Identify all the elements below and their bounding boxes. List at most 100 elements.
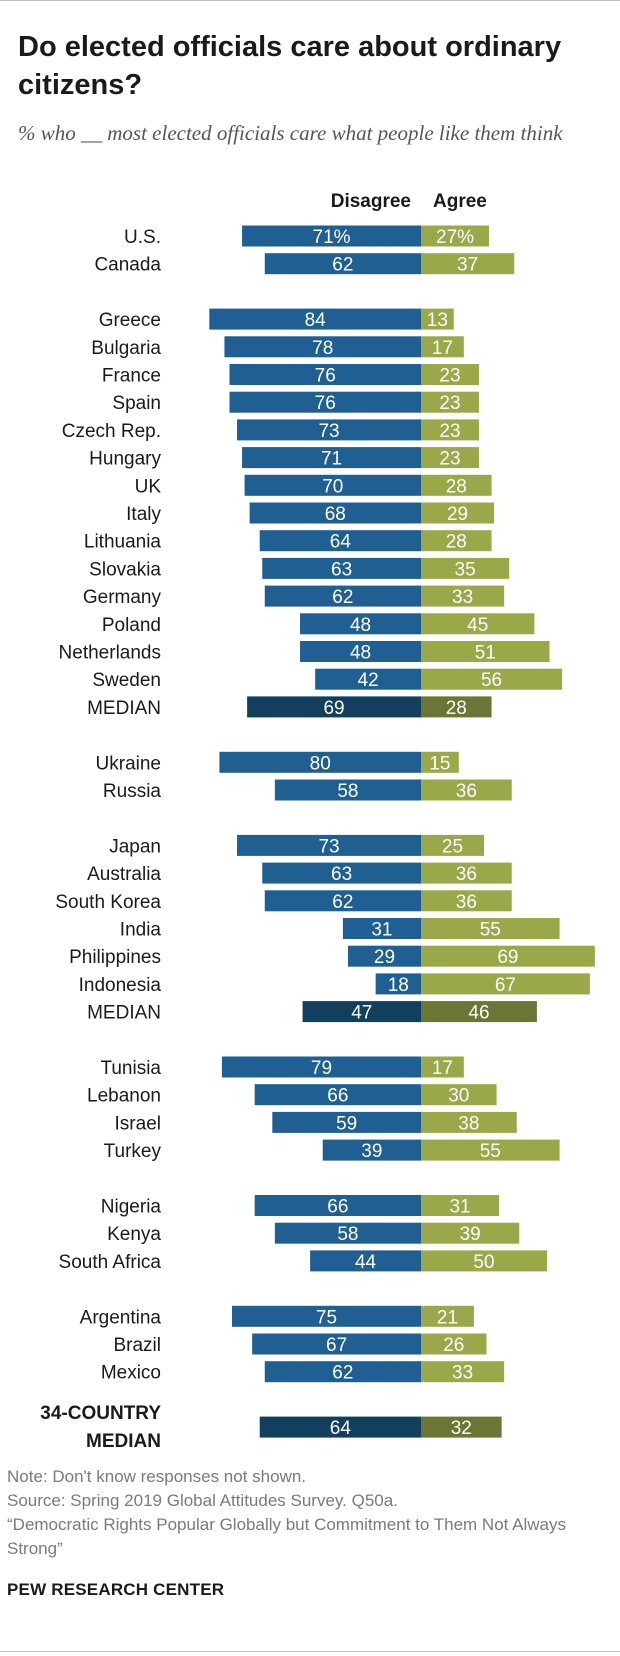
country-label-netherlands: Netherlands bbox=[59, 643, 161, 664]
bar-agree-tunisia bbox=[421, 1056, 464, 1078]
value-disagree-netherlands: 48 bbox=[350, 643, 371, 664]
bar-agree-hungary bbox=[421, 447, 479, 469]
value-agree-tunisia: 17 bbox=[432, 1058, 453, 1079]
value-agree-indonesia: 67 bbox=[495, 975, 516, 996]
country-label-median: MEDIAN bbox=[87, 1003, 161, 1024]
bar-agree-russia bbox=[421, 779, 512, 801]
value-agree-bulgaria: 17 bbox=[432, 338, 453, 359]
value-disagree-japan: 73 bbox=[318, 836, 339, 857]
country-label-tunisia: Tunisia bbox=[100, 1058, 161, 1079]
bar-agree-kenya bbox=[421, 1222, 520, 1244]
value-disagree-lithuania: 64 bbox=[330, 532, 352, 553]
bar-disagree-kenya bbox=[274, 1222, 421, 1244]
bar-agree-u-s bbox=[421, 225, 490, 247]
bar-agree-israel bbox=[421, 1111, 517, 1133]
bar-disagree-australia bbox=[262, 862, 421, 884]
bar-disagree-median bbox=[302, 1001, 421, 1023]
organization-name: PEW RESEARCH CENTER bbox=[7, 1580, 225, 1599]
bottom-rule bbox=[0, 1651, 620, 1652]
value-disagree-turkey: 39 bbox=[361, 1141, 382, 1162]
value-agree-argentina: 21 bbox=[437, 1307, 458, 1328]
country-label-median: MEDIAN bbox=[87, 698, 161, 719]
bar-disagree-ukraine bbox=[219, 751, 421, 773]
value-agree-uk: 28 bbox=[446, 476, 467, 497]
value-disagree-u-s: 71% bbox=[313, 227, 351, 248]
country-label-argentina: Argentina bbox=[80, 1307, 162, 1328]
value-disagree-south-korea: 62 bbox=[332, 892, 353, 913]
value-agree-brazil: 26 bbox=[443, 1335, 464, 1356]
bar-disagree-34-country-median bbox=[259, 1416, 421, 1438]
bar-disagree-czech-rep bbox=[237, 419, 421, 441]
bar-disagree-indonesia bbox=[375, 973, 421, 995]
value-agree-slovakia: 35 bbox=[455, 559, 476, 580]
bar-disagree-india bbox=[342, 918, 421, 939]
country-label-turkey: Turkey bbox=[104, 1141, 162, 1162]
value-agree-czech-rep: 23 bbox=[439, 421, 460, 442]
value-agree-south-korea: 36 bbox=[456, 892, 477, 913]
value-agree-netherlands: 51 bbox=[475, 643, 496, 664]
bar-agree-34-country-median bbox=[421, 1416, 502, 1438]
bar-disagree-south-korea bbox=[264, 890, 421, 912]
bar-agree-australia bbox=[421, 862, 512, 884]
bar-disagree-netherlands bbox=[300, 641, 421, 662]
value-agree-turkey: 55 bbox=[480, 1141, 501, 1162]
legend-agree: Agree bbox=[433, 191, 487, 212]
value-agree-u-s: 27% bbox=[436, 227, 474, 248]
country-label-hungary: Hungary bbox=[89, 449, 161, 470]
country-label-kenya: Kenya bbox=[107, 1224, 161, 1245]
value-disagree-philippines: 29 bbox=[374, 947, 395, 968]
bar-disagree-germany bbox=[264, 585, 421, 607]
value-disagree-poland: 48 bbox=[350, 615, 371, 636]
value-agree-greece: 13 bbox=[427, 310, 448, 331]
footer: Note: Don't know responses not shown. So… bbox=[7, 1465, 613, 1561]
bar-agree-brazil bbox=[421, 1333, 487, 1355]
value-agree-germany: 33 bbox=[452, 587, 473, 608]
bar-disagree-brazil bbox=[252, 1333, 421, 1355]
value-disagree-germany: 62 bbox=[332, 587, 353, 608]
value-disagree-argentina: 75 bbox=[316, 1307, 337, 1328]
country-label-australia: Australia bbox=[87, 864, 161, 885]
bar-agree-nigeria bbox=[421, 1195, 500, 1216]
bar-agree-india bbox=[421, 918, 560, 939]
value-agree-israel: 38 bbox=[458, 1113, 479, 1134]
country-label-czech-rep: Czech Rep. bbox=[62, 421, 161, 442]
country-label-spain: Spain bbox=[112, 393, 161, 414]
bar-disagree-tunisia bbox=[221, 1056, 421, 1078]
country-label-south-africa: South Africa bbox=[59, 1252, 162, 1273]
value-agree-philippines: 69 bbox=[497, 947, 518, 968]
value-disagree-israel: 59 bbox=[336, 1113, 357, 1134]
value-disagree-france: 76 bbox=[315, 366, 336, 387]
country-label-sweden: Sweden bbox=[92, 670, 161, 691]
value-disagree-median: 69 bbox=[323, 698, 344, 719]
country-label-india: India bbox=[120, 920, 162, 941]
bar-agree-japan bbox=[421, 834, 484, 856]
bar-disagree-france bbox=[229, 364, 421, 385]
value-disagree-hungary: 71 bbox=[321, 449, 342, 470]
bar-disagree-lithuania bbox=[259, 530, 421, 552]
value-disagree-nigeria: 66 bbox=[327, 1197, 348, 1218]
country-label-ukraine: Ukraine bbox=[96, 753, 161, 774]
value-agree-hungary: 23 bbox=[439, 449, 460, 470]
value-disagree-slovakia: 63 bbox=[331, 559, 352, 580]
country-label-lebanon: Lebanon bbox=[87, 1086, 161, 1107]
country-label-uk: UK bbox=[135, 476, 162, 497]
country-label-lithuania: Lithuania bbox=[84, 532, 162, 553]
value-agree-france: 23 bbox=[439, 366, 460, 387]
bar-agree-lebanon bbox=[421, 1084, 497, 1106]
bar-agree-poland bbox=[421, 613, 535, 635]
bar-disagree-bulgaria bbox=[224, 336, 421, 358]
country-label-japan: Japan bbox=[109, 836, 161, 857]
bar-disagree-u-s bbox=[242, 225, 421, 247]
value-disagree-greece: 84 bbox=[305, 310, 327, 331]
value-disagree-russia: 58 bbox=[337, 781, 358, 802]
value-agree-canada: 37 bbox=[457, 255, 478, 276]
bar-disagree-turkey bbox=[322, 1139, 421, 1161]
value-disagree-uk: 70 bbox=[322, 476, 343, 497]
bar-disagree-philippines bbox=[347, 945, 421, 967]
bar-agree-canada bbox=[421, 253, 515, 275]
source-text: Source: Spring 2019 Global Attitudes Sur… bbox=[7, 1491, 398, 1510]
value-disagree-spain: 76 bbox=[315, 393, 336, 414]
bar-agree-netherlands bbox=[421, 641, 550, 662]
value-agree-lithuania: 28 bbox=[446, 532, 467, 553]
bar-agree-mexico bbox=[421, 1361, 505, 1383]
